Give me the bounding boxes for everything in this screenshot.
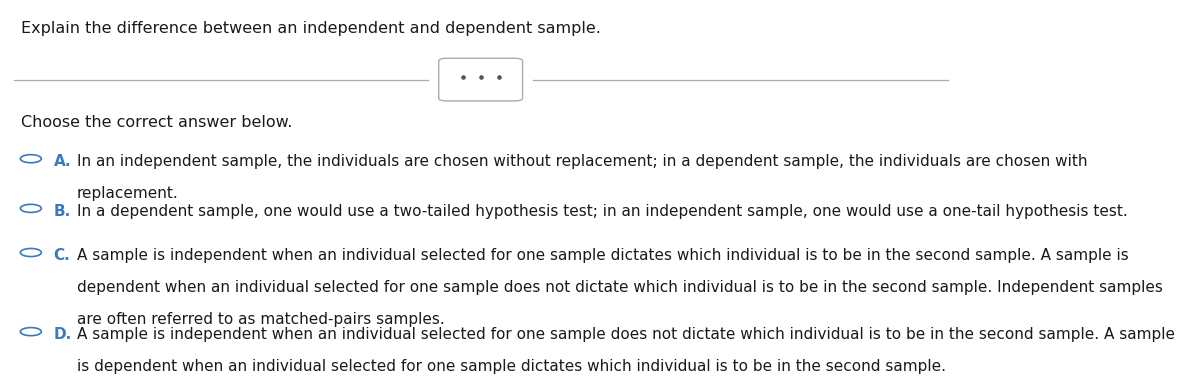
Text: A.: A. (54, 154, 71, 169)
Text: are often referred to as matched-pairs samples.: are often referred to as matched-pairs s… (77, 312, 444, 328)
Text: dependent when an individual selected for one sample does not dictate which indi: dependent when an individual selected fo… (77, 280, 1163, 295)
Text: C.: C. (54, 248, 71, 263)
Circle shape (20, 204, 41, 213)
Text: A sample is independent when an individual selected for one sample does not dict: A sample is independent when an individu… (77, 327, 1175, 342)
Text: Explain the difference between an independent and dependent sample.: Explain the difference between an indepe… (22, 21, 601, 36)
Text: In a dependent sample, one would use a two-tailed hypothesis test; in an indepen: In a dependent sample, one would use a t… (77, 203, 1127, 219)
Text: is dependent when an individual selected for one sample dictates which individua: is dependent when an individual selected… (77, 359, 946, 374)
Text: A sample is independent when an individual selected for one sample dictates whic: A sample is independent when an individu… (77, 248, 1128, 263)
Text: In an independent sample, the individuals are chosen without replacement; in a d: In an independent sample, the individual… (77, 154, 1087, 169)
Text: replacement.: replacement. (77, 186, 179, 201)
FancyBboxPatch shape (439, 58, 522, 101)
Text: B.: B. (54, 203, 71, 219)
Circle shape (20, 328, 41, 336)
Text: Choose the correct answer below.: Choose the correct answer below. (22, 115, 293, 130)
Circle shape (20, 155, 41, 163)
Circle shape (20, 248, 41, 256)
Text: D.: D. (54, 327, 72, 342)
